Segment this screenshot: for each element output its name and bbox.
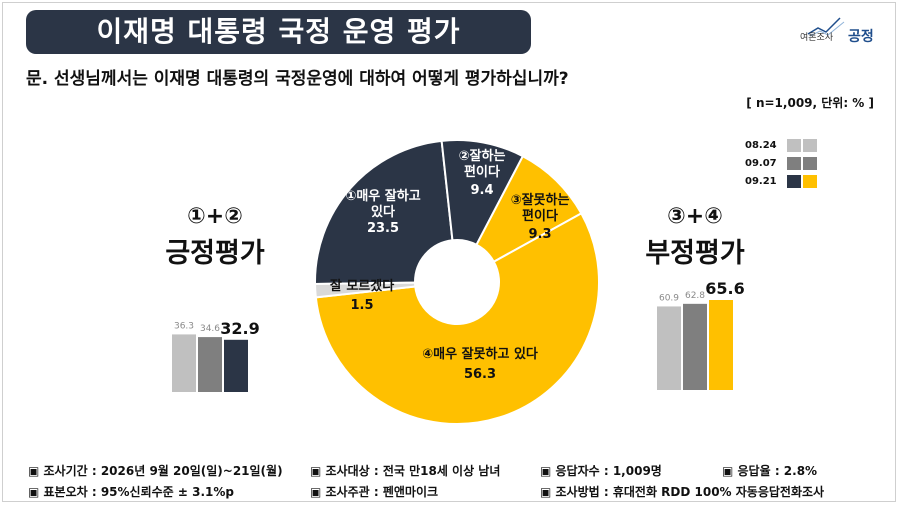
sample-note: [ n=1,009, 단위: % ] (746, 96, 874, 110)
bar (709, 300, 733, 390)
legend-swatch (803, 174, 817, 188)
donut-slice-label: ②잘하는 편이다 (459, 148, 506, 180)
footer-response-rate: ▣ 응답율 : 2.8% (722, 464, 818, 478)
donut-value-label: 9.3 (528, 227, 551, 242)
negative-number: ③+④ (667, 204, 723, 229)
footer-organizer: ▣ 조사주관 : 펜앤마이크 (310, 485, 439, 499)
bar-value-label: 34.6 (200, 324, 220, 334)
donut-slice-label: ①매우 잘하고 있다 (345, 188, 420, 220)
donut-value-label: 23.5 (367, 221, 399, 236)
legend-swatch (787, 174, 801, 188)
legend: 08.24 09.07 09.21 (745, 136, 819, 190)
bar-value-label: 65.6 (705, 279, 744, 298)
bar (657, 306, 681, 390)
page-title: 이재명 대통령 국정 운영 평가 (26, 10, 531, 54)
bar (198, 337, 222, 392)
logo-graph-icon (807, 17, 845, 37)
donut-slice-label: ④매우 잘못하고 있다 (422, 346, 538, 362)
legend-swatch (803, 156, 817, 170)
legend-label: 08.24 (745, 139, 777, 151)
donut-value-label: 56.3 (464, 367, 496, 382)
legend-label: 09.07 (745, 157, 777, 169)
positive-number: ①+② (187, 204, 243, 229)
negative-label: 부정평가 (645, 238, 745, 269)
donut-slice (313, 281, 417, 299)
survey-question: 문. 선생님께서는 이재명 대통령의 국정운영에 대하여 어떻게 평가하십니까? (26, 69, 569, 89)
legend-swatch (787, 156, 801, 170)
positive-label: 긍정평가 (165, 238, 265, 269)
donut-slice-label: ③잘못하는 편이다 (511, 192, 570, 224)
footer-period: ▣ 조사기간 : 2026년 9월 20일(일)~21일(월) (28, 464, 283, 478)
bar-value-label: 36.3 (174, 321, 194, 331)
donut-slice (314, 139, 454, 286)
donut-value-label: 9.4 (470, 183, 493, 198)
bar-value-label: 62.8 (685, 291, 705, 301)
bar (224, 339, 248, 392)
logo-small-text: 여론조사 (800, 33, 834, 43)
footer-error: ▣ 표본오차 : 95%신뢰수준 ± 3.1%p (28, 485, 234, 499)
positive-heading: ①+② 긍정평가 (140, 204, 290, 270)
legend-row-0921: 09.21 (745, 172, 819, 190)
donut-slice (314, 212, 600, 425)
footer-method: ▣ 조사방법 : 휴대전화 RDD 100% 자동응답전화조사 (540, 485, 825, 499)
negative-heading: ③+④ 부정평가 (620, 204, 770, 270)
bar-value-label: 32.9 (220, 319, 259, 338)
legend-row-0824: 08.24 (745, 136, 819, 154)
bar-value-label: 60.9 (659, 293, 679, 303)
donut-value-label: 1.5 (350, 298, 373, 313)
legend-row-0907: 09.07 (745, 154, 819, 172)
legend-label: 09.21 (745, 175, 777, 187)
logo-brand-text: 공정 (848, 29, 874, 45)
legend-swatch (803, 138, 817, 152)
bar (683, 303, 707, 390)
legend-swatch (787, 138, 801, 152)
footer-respondents: ▣ 응답자수 : 1,009명 (540, 464, 662, 478)
donut-slice-label: 잘 모르겠다 (330, 278, 394, 294)
bar (172, 334, 196, 392)
footer-target: ▣ 조사대상 : 전국 만18세 이상 남녀 (310, 464, 501, 478)
